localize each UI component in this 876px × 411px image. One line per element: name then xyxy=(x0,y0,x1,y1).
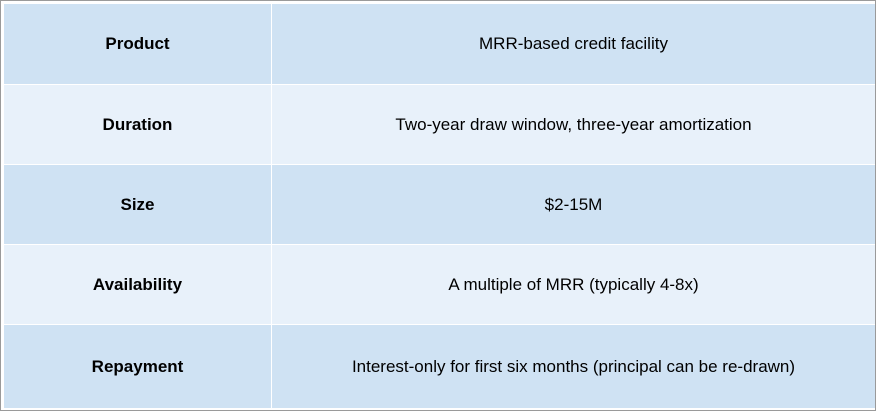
row-value: A multiple of MRR (typically 4-8x) xyxy=(448,274,699,294)
row-label: Repayment xyxy=(4,325,272,408)
row-label: Size xyxy=(4,165,272,244)
table-row-duration: Duration Two-year draw window, three-yea… xyxy=(4,84,875,164)
terms-table: Product MRR-based credit facility Durati… xyxy=(4,4,875,408)
row-value: Interest-only for first six months (prin… xyxy=(351,356,796,376)
table-row-repayment: Repayment Interest-only for first six mo… xyxy=(4,324,875,408)
table-row-availability: Availability A multiple of MRR (typicall… xyxy=(4,244,875,324)
row-value: Two-year draw window, three-year amortiz… xyxy=(395,114,752,134)
row-label: Duration xyxy=(4,85,272,164)
table-row-size: Size $2-15M xyxy=(4,164,875,244)
row-label: Product xyxy=(4,4,272,84)
table-row-product: Product MRR-based credit facility xyxy=(4,4,875,84)
row-label: Availability xyxy=(4,245,272,324)
row-value: MRR-based credit facility xyxy=(479,34,668,53)
row-value: $2-15M xyxy=(544,194,603,214)
